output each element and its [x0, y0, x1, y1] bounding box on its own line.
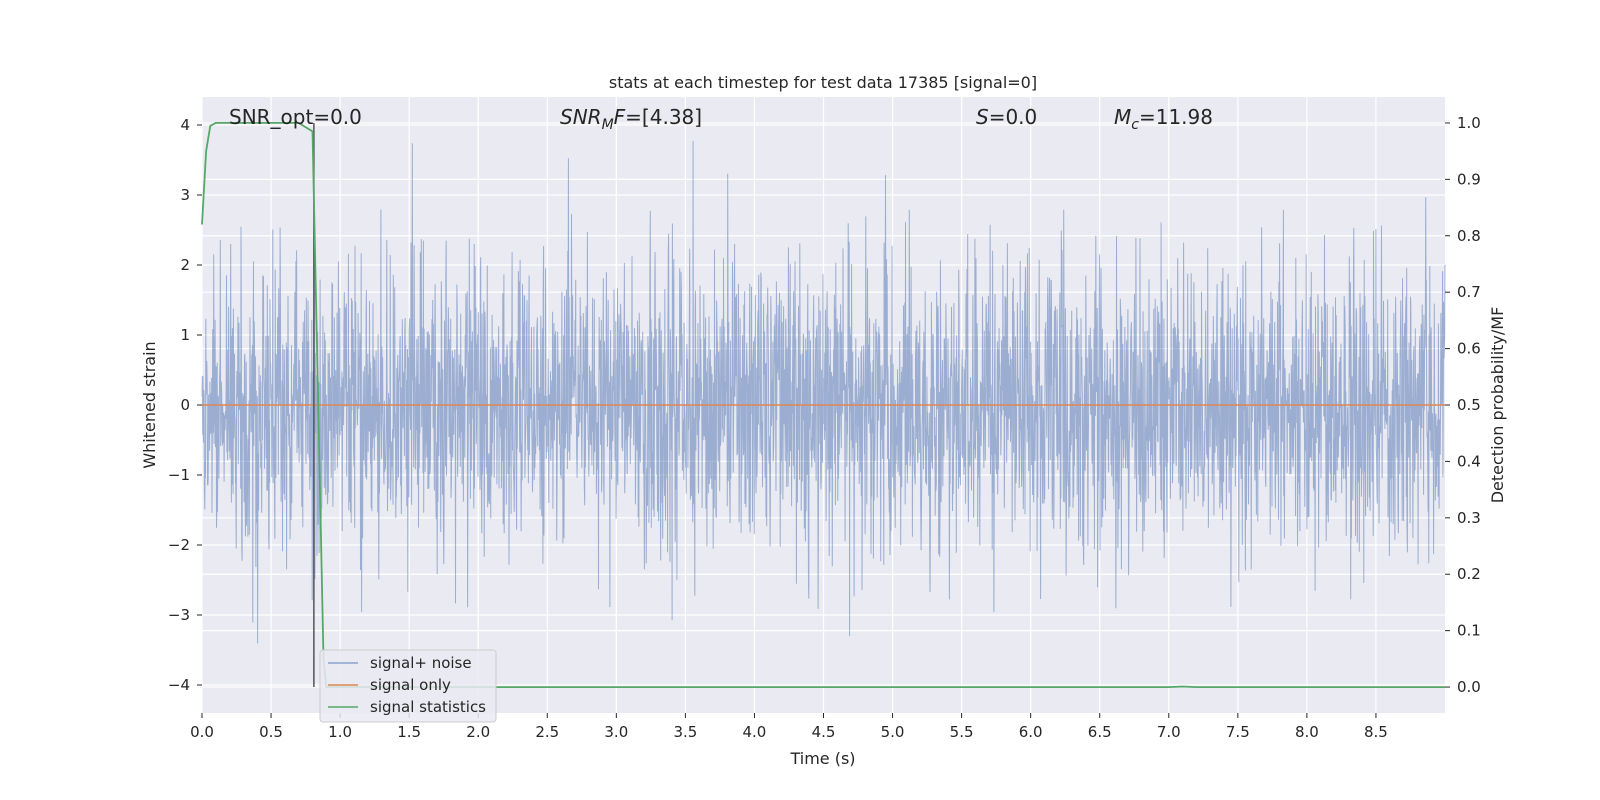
x-tick-label: 2.5 [535, 723, 559, 741]
x-tick-label: 7.5 [1226, 723, 1250, 741]
legend-label-stats: signal statistics [370, 698, 486, 716]
annotation-mc-sub: c [1131, 117, 1139, 133]
x-tick-label: 4.5 [812, 723, 836, 741]
y2-tick-label: 0.6 [1457, 340, 1481, 358]
chart-title: stats at each timestep for test data 173… [609, 73, 1037, 92]
legend-box [319, 649, 497, 723]
annotation-s-value: =0.0 [989, 105, 1038, 129]
y2-tick-label: 0.9 [1457, 170, 1481, 188]
annotation-s-base: S [976, 105, 989, 129]
x-tick-label: 3.0 [604, 723, 628, 741]
x-tick-label: 0.5 [259, 723, 283, 741]
y2-tick-label: 0.8 [1457, 227, 1481, 245]
signal-noise-series [201, 140, 1446, 644]
x-tick-label: 5.0 [881, 723, 905, 741]
y2-tick-label: 0.3 [1457, 509, 1481, 527]
x-tick-label: 1.0 [328, 723, 352, 741]
x-tick-label: 4.0 [743, 723, 767, 741]
annotation-snr-mf-value: =[4.38] [625, 105, 702, 129]
signal-noise-line [201, 140, 1446, 644]
annotation-mc: Mc=11.98 [1114, 105, 1213, 133]
annotation-snr-opt: SNR_opt=0.0 [229, 105, 362, 129]
y2-tick-label: 0.1 [1457, 622, 1481, 640]
legend: signal+ noise signal only signal statist… [319, 649, 497, 723]
y-tick-label: −1 [168, 466, 190, 484]
annotation-s: S=0.0 [976, 105, 1037, 129]
y-tick-label: 2 [180, 256, 190, 274]
x-tick-label: 5.5 [950, 723, 974, 741]
y-tick-label: −2 [168, 536, 190, 554]
annotation-mc-value: =11.98 [1139, 105, 1213, 129]
y2-tick-label: 0.7 [1457, 283, 1481, 301]
y-tick-label: 1 [180, 326, 190, 344]
annotation-mc-base: M [1114, 105, 1131, 129]
x-tick-label: 0.0 [190, 723, 214, 741]
x-tick-label: 2.0 [466, 723, 490, 741]
y2-tick-label: 0.0 [1457, 678, 1481, 696]
y-tick-label: 4 [180, 116, 190, 134]
x-tick-label: 7.0 [1157, 723, 1181, 741]
y-tick-label: 3 [180, 186, 190, 204]
y-axis-ticks: 4 3 2 1 0 −1 −2 −3 −4 [168, 116, 202, 694]
annotation-snr-mf: SNRMF=[4.38] [560, 105, 702, 133]
annotation-snr-mf-base: SNR [560, 105, 602, 129]
annotation-snr-mf-sub: M [602, 117, 614, 133]
y-tick-label: 0 [180, 396, 190, 414]
x-tick-label: 1.5 [397, 723, 421, 741]
y-tick-label: −4 [168, 676, 190, 694]
x-tick-label: 8.0 [1295, 723, 1319, 741]
x-tick-label: 8.5 [1364, 723, 1388, 741]
x-axis-ticks: 0.0 0.5 1.0 1.5 2.0 2.5 3.0 3.5 4.0 4.5 5.0 5.5 6.0 6… [190, 713, 1388, 741]
y-tick-label: −3 [168, 606, 190, 624]
annotation-snr-mf-f: F [614, 105, 626, 129]
y-axis-label: Whitened strain [140, 341, 159, 468]
y2-axis-label: Detection probability/MF [1488, 307, 1507, 504]
y2-tick-label: 0.5 [1457, 396, 1481, 414]
x-tick-label: 6.5 [1088, 723, 1112, 741]
y2-tick-label: 0.2 [1457, 565, 1481, 583]
y2-axis-ticks: 1.0 0.9 0.8 0.7 0.6 0.5 0.4 0.3 0.2 0.1 0.0 [1445, 114, 1481, 696]
x-tick-label: 3.5 [673, 723, 697, 741]
x-tick-label: 6.0 [1019, 723, 1043, 741]
x-axis-label: Time (s) [789, 749, 855, 768]
legend-label-noise: signal+ noise [370, 654, 472, 672]
y2-tick-label: 0.4 [1457, 452, 1481, 470]
y2-tick-label: 1.0 [1457, 114, 1481, 132]
legend-label-signal: signal only [370, 676, 451, 694]
